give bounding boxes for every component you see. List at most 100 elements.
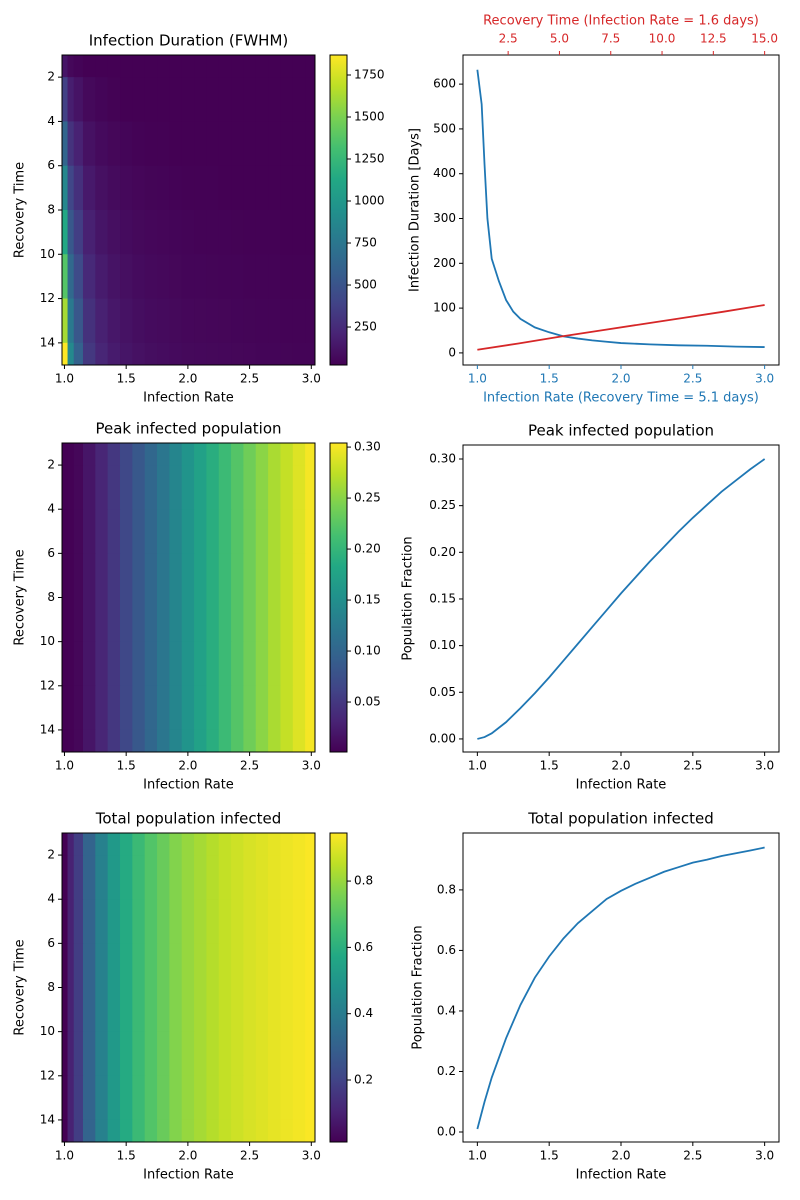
x-tick-label: 3.0 — [302, 759, 321, 773]
heatmap-cell — [255, 597, 269, 643]
heatmap-cell — [181, 553, 195, 598]
y-tick-label: 10 — [40, 1024, 55, 1038]
heatmap-cell — [132, 729, 146, 753]
heatmap-cell — [107, 55, 121, 78]
heatmap-cell — [107, 685, 121, 731]
heatmap-cell — [292, 855, 306, 900]
line-panel: 1.0 1.5 2.0 2.5 3.0 0.0 0.2 0.4 0.6 0.8 Total popu… — [411, 810, 780, 1183]
y-tick-label: 400 — [433, 166, 456, 180]
heatmap-cell — [292, 210, 306, 255]
x2-tick-label: 7.5 — [601, 32, 620, 46]
heatmap-cell — [181, 899, 195, 944]
heatmap-cell — [62, 685, 69, 731]
heatmap-cell — [231, 254, 244, 300]
x2-tick-label: 2.5 — [499, 32, 518, 46]
heatmap-cell — [82, 465, 96, 510]
x-tick-label: 2.0 — [178, 372, 197, 386]
heatmap-cell — [206, 641, 220, 687]
colorbar-tick-label: 500 — [354, 278, 377, 292]
x-axis-label: Infection Rate — [576, 778, 667, 793]
heatmap-cell — [132, 1031, 146, 1077]
heatmap-cell — [62, 254, 69, 300]
heatmap-cell — [280, 899, 294, 944]
heatmap-cell — [107, 1031, 121, 1077]
heatmap-cell — [169, 465, 183, 510]
heatmap-cell — [62, 443, 69, 466]
heatmap-cell — [305, 987, 316, 1033]
heatmap-cell — [120, 254, 133, 300]
heatmap-cell — [157, 987, 170, 1033]
heatmap-cell — [305, 1119, 316, 1143]
heatmap-cell — [73, 342, 84, 366]
y-axis-label: Recovery Time — [13, 549, 28, 645]
colorbar-tick-label: 1000 — [354, 194, 385, 208]
heatmap-cell — [194, 641, 207, 687]
y-axis-label: Population Fraction — [401, 536, 416, 660]
heatmap-cell — [67, 465, 75, 510]
heatmap-cell — [206, 899, 220, 944]
y-tick-label: 0.20 — [429, 545, 456, 559]
x-axis-label: Infection Rate — [143, 778, 234, 793]
heatmap-cell — [181, 443, 195, 466]
y-tick-label: 200 — [433, 256, 456, 270]
heatmap-cell — [181, 121, 195, 167]
heatmap-cell — [305, 298, 316, 344]
heatmap-cell — [144, 1075, 158, 1121]
heatmap-cell — [157, 77, 170, 122]
y-tick-label: 0 — [448, 345, 456, 359]
heatmap-cell — [157, 443, 170, 466]
heatmap-cell — [132, 509, 146, 554]
heatmap-cell — [62, 509, 69, 554]
heatmap-cell — [73, 1119, 84, 1143]
heatmap-cell — [169, 553, 183, 598]
heatmap-cell — [231, 1119, 244, 1143]
heatmap-cell — [62, 121, 69, 167]
heatmap-cell — [95, 443, 109, 466]
heatmap-cell — [305, 342, 316, 366]
heatmap-cell — [206, 855, 220, 900]
heatmap-cell — [194, 298, 207, 344]
heatmap-cell — [255, 509, 269, 554]
y-tick-label: 2 — [47, 70, 55, 84]
axes-title: Total population infected — [95, 810, 281, 828]
heatmap-cell — [280, 509, 294, 554]
heatmap-cell — [292, 899, 306, 944]
colorbar-tick-label: 0.10 — [354, 644, 381, 658]
heatmap-cell — [280, 465, 294, 510]
heatmap-cell — [280, 597, 294, 643]
heatmap-cell — [292, 1031, 306, 1077]
y-tick-label: 12 — [40, 291, 55, 305]
heatmap-cell — [82, 1119, 96, 1143]
y-tick-label: 4 — [47, 892, 55, 906]
heatmap-panel: 1.0 1.5 2.0 2.5 3.0 2 4 6 8 10 12 14 Infection Durat… — [13, 32, 385, 406]
heatmap-cell — [255, 298, 269, 344]
heatmap-cell — [82, 729, 96, 753]
heatmap-cell — [67, 121, 75, 167]
heatmap-cell — [120, 210, 133, 255]
heatmap-cell — [73, 1031, 84, 1077]
heatmap-cell — [95, 210, 109, 255]
heatmap-cell — [280, 1031, 294, 1077]
colorbar-tick-label: 1750 — [354, 67, 385, 81]
heatmap-cell — [181, 210, 195, 255]
heatmap-cell — [268, 729, 281, 753]
x2-tick-label: 10.0 — [649, 32, 676, 46]
heatmap-cell — [255, 254, 269, 300]
heatmap-cell — [268, 443, 281, 466]
heatmap-cell — [62, 833, 69, 856]
line-series — [477, 458, 766, 740]
heatmap-cell — [169, 210, 183, 255]
heatmap-cell — [194, 987, 207, 1033]
heatmap-cell — [67, 833, 75, 856]
heatmap-cell — [157, 254, 170, 300]
heatmap-cell — [268, 509, 281, 554]
heatmap-cell — [144, 342, 158, 366]
axes-frame — [462, 832, 780, 1143]
heatmap-cell — [157, 465, 170, 510]
heatmap-cell — [132, 597, 146, 643]
heatmap-cell — [95, 342, 109, 366]
heatmap-cell — [82, 833, 96, 856]
heatmap-cell — [120, 729, 133, 753]
line-series — [477, 304, 765, 351]
y-tick-label: 6 — [47, 158, 55, 172]
